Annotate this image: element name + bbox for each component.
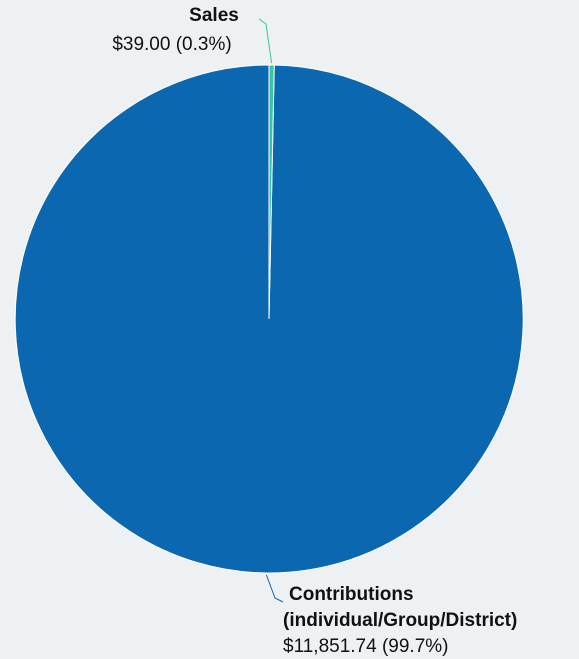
slice-sales-leader bbox=[258, 18, 273, 64]
slice-sales bbox=[268, 64, 275, 320]
label-contributions-value: $11,851.74 (99.7%) bbox=[283, 636, 449, 657]
slices-layer bbox=[14, 64, 524, 574]
label-sales: Sales $39.00 (0.3%) bbox=[112, 5, 239, 55]
label-contributions-name-line2: (individual/Group/District) bbox=[283, 610, 517, 631]
label-sales-value: $39.00 (0.3%) bbox=[112, 34, 231, 55]
label-sales-name: Sales bbox=[189, 5, 239, 26]
label-contributions-name-line1: Contributions bbox=[289, 584, 414, 605]
leader-lines bbox=[258, 18, 284, 603]
label-contributions: Contributions (individual/Group/District… bbox=[283, 584, 517, 657]
slice-contributions-leader bbox=[265, 574, 284, 603]
